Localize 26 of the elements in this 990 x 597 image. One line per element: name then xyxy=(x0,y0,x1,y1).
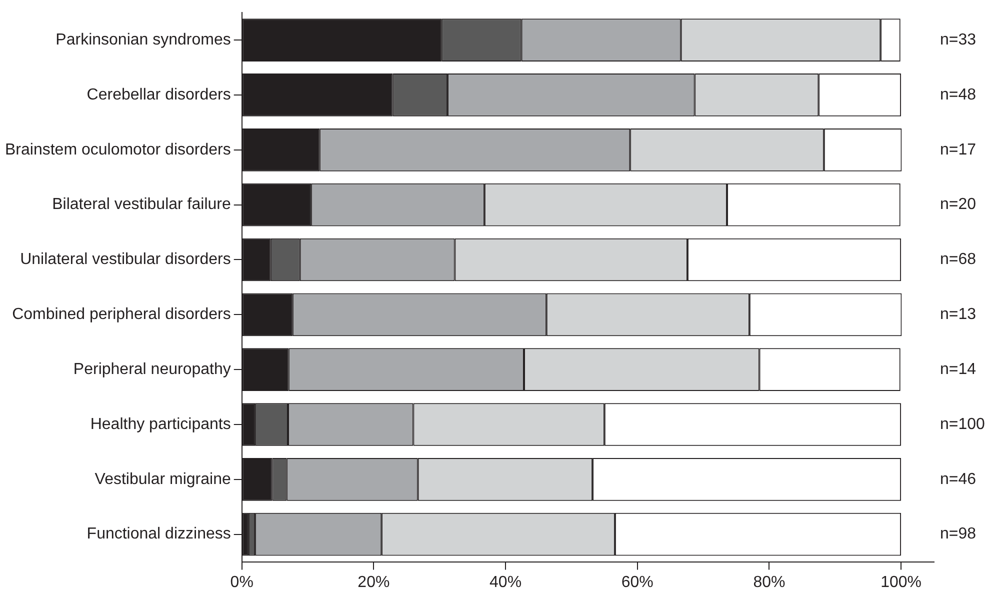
y-tick-label: Combined peripheral disorders xyxy=(12,306,231,324)
text: n=20 xyxy=(940,196,976,214)
text: n=17 xyxy=(940,141,976,158)
y-tick-label: Peripheral neuropathy xyxy=(73,360,231,378)
text: n=98 xyxy=(940,526,976,543)
x-tick-label: 100% xyxy=(880,574,922,591)
y-tick-label: Parkinsonian syndromes xyxy=(56,31,231,48)
text: n=68 xyxy=(940,251,976,268)
x-tick-label: 80% xyxy=(753,574,786,591)
text: n=13 xyxy=(940,306,976,324)
y-tick-label: Cerebellar disorders xyxy=(86,86,231,104)
y-tick-label: Healthy participants xyxy=(90,416,231,433)
y-tick-label: Vestibular migraine xyxy=(94,470,231,488)
y-tick-label: Unilateral vestibular disorders xyxy=(20,251,231,268)
x-tick-label: 40% xyxy=(490,574,522,591)
y-tick-label: Brainstem oculomotor disorders xyxy=(4,141,231,158)
y-tick-label: Functional dizziness xyxy=(86,526,231,543)
text: n=48 xyxy=(940,86,976,104)
text: n=100 xyxy=(940,416,986,433)
text: n=33 xyxy=(940,31,976,48)
x-tick-label: 20% xyxy=(358,574,390,591)
text: n=14 xyxy=(940,360,976,378)
x-tick-label: 0% xyxy=(230,574,254,591)
x-tick-label: 60% xyxy=(621,574,654,591)
text: n=46 xyxy=(940,470,976,488)
y-tick-label: Bilateral vestibular failure xyxy=(52,196,231,214)
